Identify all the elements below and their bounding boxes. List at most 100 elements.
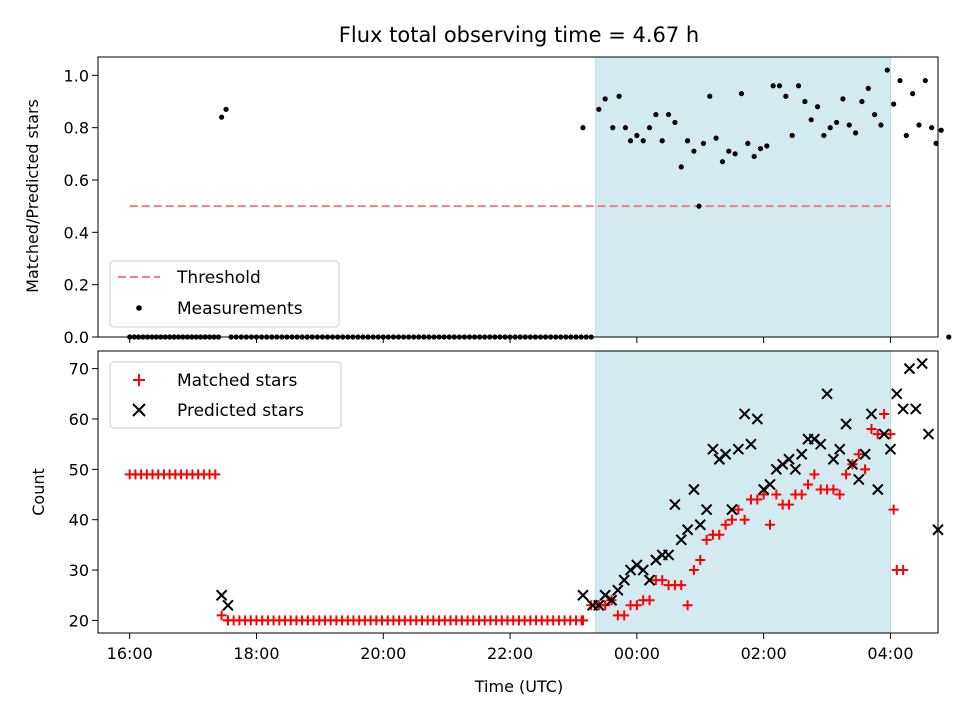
matched-star-point: [866, 424, 877, 435]
measurement-point: [672, 119, 678, 126]
x-tick-label: 20:00: [360, 644, 406, 663]
y-tick-label: 0.2: [64, 276, 89, 295]
predicted-star-point: [789, 463, 802, 476]
ratio-panel: 0.0 0.2 0.4 0.6 0.8 1.0 Matched/Predicted sta…: [23, 56, 952, 347]
predicted-star-point: [222, 599, 234, 612]
predicted-star-point: [215, 589, 228, 601]
matched-star-point: [752, 494, 763, 505]
measurement-point: [770, 83, 776, 89]
matched-star-point: [657, 575, 668, 586]
predicted-star-point: [694, 519, 706, 531]
measurement-point: [903, 132, 909, 139]
y-tick-label: 0.6: [64, 171, 89, 190]
count-legend: Matched stars Predicted stars: [109, 361, 342, 429]
predicted-star-point: [675, 534, 687, 546]
measurement-point: [840, 96, 846, 102]
measurement-point: [846, 122, 852, 128]
predicted-star-point: [637, 564, 649, 576]
count-plot-area: 20 30 40 50 60 70 16:00 18:00 20:00 22:00 00:00 02:…: [69, 350, 944, 663]
legend-matched-swatch: [133, 374, 145, 386]
measurement-point: [897, 77, 903, 84]
observing-span-shade: [595, 351, 891, 633]
measurement-point: [910, 91, 916, 97]
measurement-point: [884, 67, 890, 73]
y-tick-label: 50: [69, 460, 89, 479]
predicted-star-point: [593, 599, 605, 612]
matched-star-point: [733, 504, 744, 515]
predicted-star-point: [700, 503, 713, 516]
measurement-point: [738, 91, 745, 97]
matched-star-point: [765, 519, 775, 530]
measurement-point: [776, 83, 783, 89]
measurement-point: [691, 148, 697, 154]
measurement-point: [713, 135, 719, 141]
predicted-star-point: [884, 443, 897, 455]
matched-star-point: [644, 595, 655, 606]
x-axis-label: Time (UTC): [474, 677, 563, 696]
predicted-star-point: [662, 549, 675, 561]
matched-star-point: [803, 479, 814, 490]
measurement-point: [602, 96, 608, 102]
matched-star-point: [631, 600, 642, 611]
y-tick-label: 1.0: [64, 66, 89, 85]
measurement-point: [653, 111, 659, 118]
measurement-point: [916, 122, 922, 128]
measurement-point: [719, 159, 726, 165]
matched-star-point: [834, 489, 845, 500]
predicted-star-point: [821, 388, 833, 400]
predicted-star-point: [612, 584, 624, 596]
ratio-plot-area: 0.0 0.2 0.4 0.6 0.8 1.0: [64, 56, 952, 347]
measurement-point: [659, 138, 665, 144]
measurement-point: [814, 104, 821, 110]
measurement-point: [627, 138, 634, 144]
predicted-star-point: [745, 438, 757, 450]
predicted-star-point: [783, 453, 795, 465]
measurement-point: [219, 114, 225, 120]
measurement-point: [610, 125, 616, 131]
predicted-star-point: [910, 403, 922, 415]
predicted-star-point: [719, 448, 732, 460]
predicted-star-point: [865, 408, 878, 420]
matched-star-point: [695, 554, 706, 565]
count-legend-box: [109, 361, 342, 429]
predicted-star-point: [751, 413, 764, 425]
matched-star-point: [758, 489, 769, 500]
matched-star-point: [872, 429, 883, 440]
legend-measurements-label: Measurements: [177, 299, 303, 319]
measurement-point: [789, 132, 795, 139]
measurement-point: [696, 203, 702, 209]
measurement-point: [827, 125, 833, 131]
predicted-star-point: [853, 473, 865, 486]
matched-star-point: [739, 514, 750, 525]
predicted-star-point: [618, 574, 630, 586]
predicted-star-point: [872, 483, 884, 496]
legend-matched-label: Matched stars: [177, 371, 297, 391]
predicted-star-point: [643, 574, 656, 586]
measurement-point: [684, 138, 691, 144]
matched-star-point: [898, 565, 909, 576]
predicted-star-point: [738, 408, 751, 420]
measurement-point: [922, 77, 928, 84]
matched-star-point: [720, 519, 731, 530]
y-tick-label: 70: [69, 360, 89, 379]
predicted-star-point: [726, 503, 738, 516]
predicted-star-point: [922, 428, 935, 440]
y-tick-label: 0.0: [64, 328, 89, 347]
legend-predicted-swatch: [132, 403, 146, 417]
matched-star-point: [688, 565, 699, 576]
x-tick-label: 00:00: [614, 644, 660, 663]
measurement-point: [622, 125, 629, 131]
measurement-point: [833, 119, 840, 126]
measurement-point: [938, 127, 944, 133]
y-tick-label: 40: [69, 511, 89, 530]
matched-star-point: [809, 469, 820, 480]
measurement-point: [933, 140, 939, 146]
y-tick-label: 0.4: [64, 223, 89, 242]
predicted-star-point: [795, 448, 808, 460]
x-tick-label: 02:00: [741, 644, 787, 663]
bottom-y-axis-label: Count: [29, 468, 48, 516]
x-tick-label: 18:00: [233, 644, 279, 663]
matched-star-point: [828, 484, 839, 495]
x-tick-label: 16:00: [107, 644, 153, 663]
measurement-point: [707, 93, 713, 99]
